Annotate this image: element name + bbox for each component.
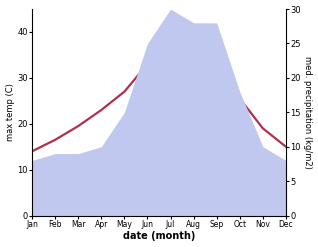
Y-axis label: max temp (C): max temp (C): [5, 83, 15, 141]
X-axis label: date (month): date (month): [123, 231, 195, 242]
Y-axis label: med. precipitation (kg/m2): med. precipitation (kg/m2): [303, 56, 313, 169]
